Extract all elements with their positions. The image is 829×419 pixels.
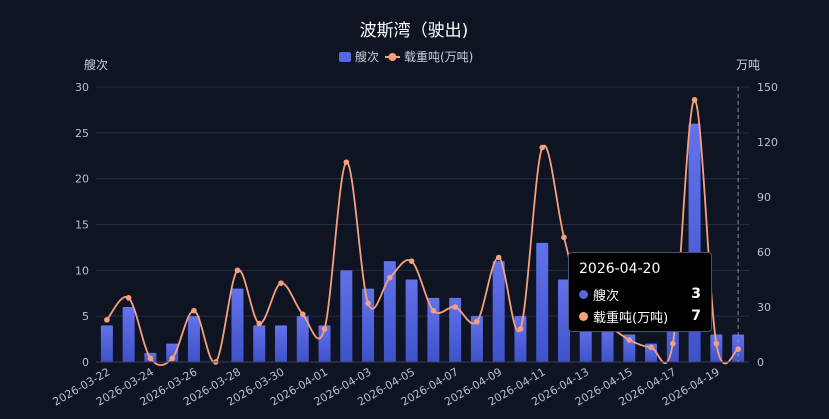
line-point (321, 326, 328, 332)
bar (100, 325, 113, 362)
bar (122, 307, 135, 362)
legend-line-label: 载重吨(万吨) (404, 50, 473, 64)
bar (383, 261, 396, 362)
tooltip-row-tonnage: 载重吨(万吨) 7 (579, 305, 701, 327)
tooltip-ships-dot (579, 289, 588, 299)
tooltip-ships-name: 艘次 (593, 288, 620, 304)
bar (557, 279, 570, 362)
line-point (234, 267, 241, 274)
line-point (648, 344, 654, 351)
bar (318, 325, 331, 362)
legend[interactable]: 艘次 载重吨(万吨) (339, 49, 473, 64)
y-left-tick-label: 10 (75, 264, 89, 277)
bar (645, 343, 658, 362)
bar (362, 288, 375, 362)
line-point (517, 326, 524, 332)
tooltip-date: 2026-04-20 (579, 261, 661, 277)
bar (492, 261, 505, 362)
tooltip: 2026-04-20 艘次 3 载重吨(万吨) 7 (568, 252, 712, 332)
bar (470, 316, 483, 362)
y-right-tick-label: 60 (757, 246, 771, 259)
y-left-tick-label: 30 (75, 81, 89, 94)
line-point (430, 307, 437, 314)
line-point (474, 318, 480, 325)
tooltip-tonnage-value: 7 (691, 308, 701, 324)
y-right-tick-label: 120 (757, 136, 778, 149)
y-right-tick-label: 0 (757, 356, 764, 369)
line-point (191, 307, 197, 314)
bar (514, 316, 527, 362)
bar (427, 297, 440, 362)
line-point (539, 144, 546, 151)
bar (340, 270, 353, 362)
tooltip-tonnage-name: 载重吨(万吨) (593, 310, 669, 326)
line-point (735, 346, 741, 352)
line-point (713, 340, 720, 347)
line-point (256, 320, 263, 327)
tooltip-row-ships: 艘次 3 (579, 283, 701, 305)
x-axis: 2026-03-222026-03-242026-03-262026-03-28… (51, 361, 749, 409)
bar (166, 343, 179, 362)
y-right-axis-label: 万吨 (736, 58, 760, 72)
bar (275, 325, 288, 362)
tonnage-line (106, 98, 740, 366)
y-right-tick-label: 30 (757, 301, 771, 314)
line-point (104, 317, 110, 323)
bar (536, 242, 549, 362)
bar (187, 316, 200, 362)
line-point (670, 340, 676, 347)
y-right-tick-label: 90 (757, 191, 771, 204)
y-left-axis: 0 5 10 15 20 25 30 (75, 81, 89, 369)
chart-title: 波斯湾（驶出) (360, 21, 469, 41)
bar (231, 288, 244, 362)
y-right-tick-label: 150 (757, 81, 778, 94)
line-point (365, 300, 371, 307)
line-point (691, 97, 698, 103)
line-point (626, 337, 633, 343)
line-point (125, 295, 132, 301)
line-point (147, 355, 154, 362)
line-point (408, 258, 415, 264)
y-right-axis: 0 30 60 90 120 150 (757, 81, 778, 369)
legend-bar-label: 艘次 (355, 49, 379, 64)
bar (296, 316, 309, 362)
line-point (343, 159, 350, 165)
bar (449, 297, 462, 362)
legend-line-marker (388, 53, 397, 61)
line-point (561, 234, 567, 241)
bar (579, 325, 592, 362)
bar (253, 325, 266, 362)
y-left-tick-label: 15 (75, 219, 89, 232)
bar (601, 325, 614, 362)
line-point (452, 304, 458, 310)
y-left-tick-label: 0 (82, 356, 89, 369)
y-left-tick-label: 5 (82, 310, 89, 323)
line-point (387, 274, 393, 281)
line-point (278, 280, 284, 286)
y-left-axis-label: 艘次 (84, 57, 108, 72)
line-point (169, 355, 175, 362)
line-point (299, 311, 306, 318)
y-left-tick-label: 25 (75, 127, 89, 140)
line-point (495, 254, 502, 261)
tooltip-ships-value: 3 (691, 286, 701, 302)
legend-bar-swatch (339, 52, 351, 62)
tooltip-tonnage-dot (579, 311, 588, 321)
bar (405, 279, 418, 362)
y-left-tick-label: 20 (75, 173, 89, 186)
